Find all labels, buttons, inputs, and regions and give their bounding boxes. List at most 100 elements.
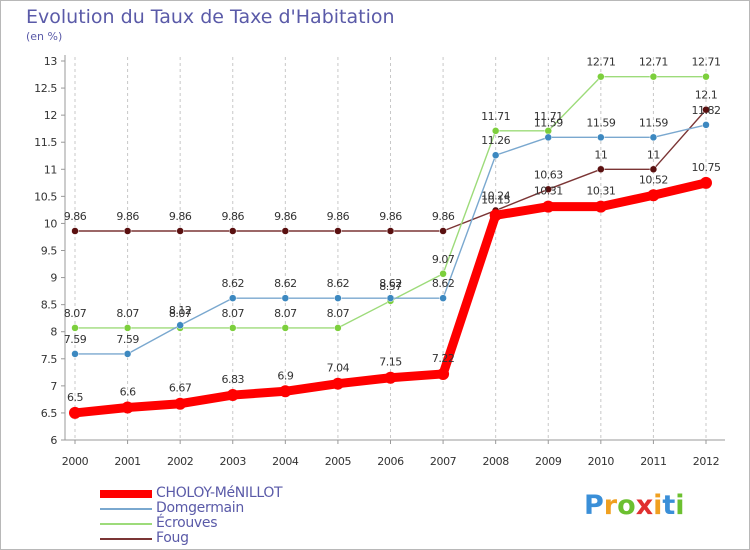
data-point bbox=[649, 133, 658, 142]
data-point bbox=[334, 227, 342, 235]
data-label: 7.04 bbox=[327, 362, 350, 375]
logo-letter: t bbox=[662, 490, 676, 521]
data-label: 8.12 bbox=[169, 304, 192, 317]
data-label: 8.57 bbox=[379, 280, 402, 293]
data-label: 9.86 bbox=[169, 210, 192, 223]
data-label: 10.63 bbox=[534, 168, 563, 181]
data-point bbox=[229, 227, 237, 235]
data-label: 8.62 bbox=[327, 277, 350, 290]
x-tick-label: 2003 bbox=[220, 455, 247, 468]
data-point bbox=[334, 324, 342, 332]
legend-label: Domgermain bbox=[156, 500, 244, 516]
x-tick-label: 2001 bbox=[114, 455, 140, 468]
data-label: 8.07 bbox=[327, 307, 350, 320]
logo-letter: i bbox=[653, 490, 663, 521]
y-tick-label: 9 bbox=[50, 272, 57, 285]
x-tick-label: 2012 bbox=[693, 455, 719, 468]
data-label: 12.71 bbox=[692, 56, 721, 69]
logo-letter: P bbox=[584, 490, 604, 521]
data-label: 6.83 bbox=[222, 373, 245, 386]
y-tick-label: 10.5 bbox=[34, 190, 57, 203]
y-tick-label: 11 bbox=[44, 163, 57, 176]
chart-title: Evolution du Taux de Taxe d'Habitation bbox=[26, 6, 395, 28]
data-label: 8.62 bbox=[274, 277, 297, 290]
data-point bbox=[331, 377, 344, 390]
data-label: 6.5 bbox=[67, 391, 83, 404]
y-tick-label: 10 bbox=[44, 217, 58, 230]
x-tick-label: 2006 bbox=[377, 455, 404, 468]
x-tick-label: 2011 bbox=[640, 455, 666, 468]
logo-letter: o bbox=[617, 490, 636, 521]
data-label: 10.75 bbox=[692, 161, 721, 174]
legend-swatch bbox=[100, 523, 152, 525]
data-label: 8.62 bbox=[432, 277, 455, 290]
data-point bbox=[597, 165, 605, 174]
data-point bbox=[71, 227, 79, 235]
legend-swatch bbox=[100, 538, 152, 540]
data-label: 7.22 bbox=[432, 352, 455, 365]
data-point bbox=[281, 227, 290, 235]
legend-swatch bbox=[100, 490, 152, 498]
data-point bbox=[597, 133, 605, 142]
logo-letter: i bbox=[675, 490, 685, 521]
data-point bbox=[702, 72, 710, 81]
data-point bbox=[594, 200, 607, 213]
data-label: 10.24 bbox=[481, 189, 510, 202]
data-label: 10.31 bbox=[534, 185, 563, 198]
x-tick-label: 2002 bbox=[167, 455, 193, 468]
data-point bbox=[649, 72, 658, 81]
data-label: 11.59 bbox=[534, 116, 563, 129]
data-point bbox=[71, 324, 79, 332]
data-point bbox=[69, 406, 81, 419]
data-label: 12.71 bbox=[586, 56, 615, 69]
data-label: 7.59 bbox=[116, 333, 139, 346]
data-label: 9.86 bbox=[64, 210, 87, 223]
data-label: 11 bbox=[594, 148, 607, 161]
data-label: 10.31 bbox=[586, 185, 615, 198]
data-label: 8.62 bbox=[379, 277, 402, 290]
data-point bbox=[702, 105, 710, 114]
data-point bbox=[121, 401, 134, 414]
data-label: 6.6 bbox=[120, 386, 136, 399]
x-tick-label: 2005 bbox=[325, 455, 352, 468]
data-point bbox=[700, 176, 712, 189]
x-tick-label: 2007 bbox=[430, 455, 457, 468]
x-tick-label: 2009 bbox=[535, 455, 562, 468]
data-point bbox=[437, 367, 450, 380]
data-label: 8.07 bbox=[64, 307, 87, 320]
data-label: 9.86 bbox=[327, 210, 350, 223]
data-point bbox=[649, 165, 658, 174]
unit-label: (en %) bbox=[26, 30, 63, 43]
data-point bbox=[71, 350, 79, 358]
y-tick-label: 13 bbox=[44, 55, 58, 68]
data-label: 9.86 bbox=[379, 210, 402, 223]
data-label: 11.26 bbox=[481, 134, 510, 147]
data-point bbox=[386, 227, 395, 235]
y-tick-label: 12 bbox=[44, 109, 57, 122]
data-point bbox=[384, 371, 397, 384]
data-point bbox=[439, 270, 447, 278]
legend-swatch bbox=[100, 508, 152, 510]
data-point bbox=[542, 200, 555, 213]
x-tick-label: 2008 bbox=[482, 455, 509, 468]
data-point bbox=[176, 227, 184, 235]
y-tick-label: 6.5 bbox=[41, 407, 58, 420]
logo-letter: x bbox=[635, 490, 654, 521]
x-tick-label: 2000 bbox=[62, 455, 89, 468]
data-point bbox=[174, 397, 187, 410]
y-tick-label: 8.5 bbox=[41, 299, 58, 312]
data-point bbox=[229, 294, 237, 302]
data-label: 12.1 bbox=[695, 89, 718, 102]
data-label: 6.9 bbox=[277, 369, 293, 382]
y-tick-label: 7 bbox=[50, 380, 57, 393]
data-label: 9.86 bbox=[222, 210, 245, 223]
data-label: 8.07 bbox=[274, 307, 297, 320]
data-label: 9.86 bbox=[274, 210, 297, 223]
logo-letter: r bbox=[603, 490, 618, 521]
data-point bbox=[334, 294, 342, 302]
data-label: 9.86 bbox=[116, 210, 139, 223]
data-point bbox=[226, 389, 239, 402]
data-point bbox=[123, 227, 132, 235]
data-point bbox=[544, 185, 552, 194]
y-tick-label: 9.5 bbox=[41, 245, 58, 258]
